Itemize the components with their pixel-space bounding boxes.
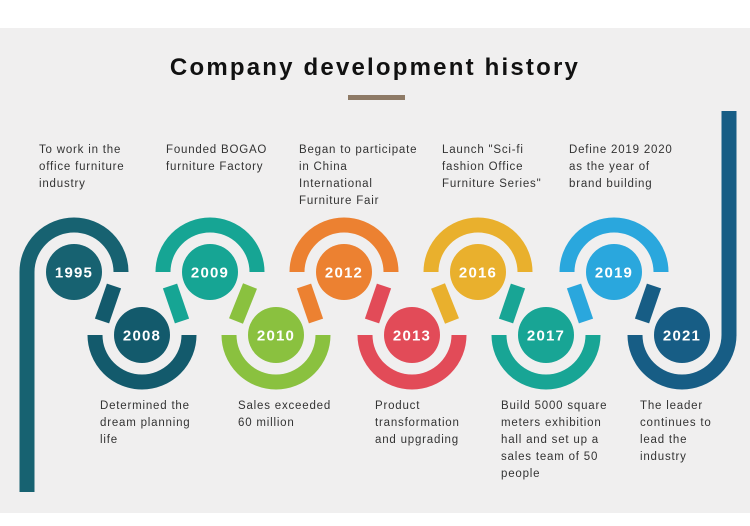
node-2016: 2016 bbox=[450, 244, 506, 300]
arc-2012 bbox=[289, 217, 399, 273]
title-underline bbox=[348, 95, 405, 100]
connector-2009-2010 bbox=[229, 283, 257, 324]
node-2017: 2017 bbox=[518, 307, 574, 363]
connector-2012-2013 bbox=[364, 283, 392, 324]
node-2009: 2009 bbox=[182, 244, 238, 300]
arc-2016 bbox=[423, 217, 533, 273]
milestone-text-2012: Began to participate in China Internatio… bbox=[299, 144, 418, 207]
milestone-text-2017: Build 5000 square meters exhibition hall… bbox=[501, 400, 608, 480]
year-label-2010: 2010 bbox=[257, 328, 295, 345]
arc-2021 bbox=[627, 334, 737, 390]
year-label-2013: 2013 bbox=[393, 328, 431, 345]
milestone-text-2008: Determined the dream planning life bbox=[100, 400, 191, 446]
milestone-text-2010: Sales exceeded 60 million bbox=[238, 400, 332, 429]
milestone-text-1995: To work in the office furniture industry bbox=[39, 144, 125, 190]
year-label-2009: 2009 bbox=[191, 265, 229, 282]
connector-2008-2009 bbox=[162, 283, 190, 324]
year-label-2017: 2017 bbox=[527, 328, 565, 345]
milestone-text-2021: The leader continues to lead the industr… bbox=[640, 400, 712, 463]
arc-2009 bbox=[155, 217, 265, 273]
connector-2016-2017 bbox=[498, 283, 526, 324]
node-1995: 1995 bbox=[46, 244, 102, 300]
node-2021: 2021 bbox=[654, 307, 710, 363]
year-label-1995: 1995 bbox=[55, 265, 93, 282]
connector-2019-2021 bbox=[634, 283, 662, 324]
year-label-2021: 2021 bbox=[663, 328, 701, 345]
arc-2013 bbox=[357, 334, 467, 390]
arc-1995 bbox=[19, 217, 129, 273]
arc-2010 bbox=[221, 334, 331, 390]
milestone-text-2013: Product transformation and upgrading bbox=[375, 400, 460, 446]
node-2010: 2010 bbox=[248, 307, 304, 363]
connector-2013-2016 bbox=[431, 283, 459, 324]
node-2013: 2013 bbox=[384, 307, 440, 363]
connector-2010-2012 bbox=[296, 283, 324, 324]
milestone-text-2019: Define 2019 2020 as the year of brand bu… bbox=[569, 144, 673, 190]
node-2008: 2008 bbox=[114, 307, 170, 363]
connector-2017-2019 bbox=[566, 283, 594, 324]
arc-2008 bbox=[87, 334, 197, 390]
arc-2017 bbox=[491, 334, 601, 390]
node-2012: 2012 bbox=[316, 244, 372, 300]
year-label-2016: 2016 bbox=[459, 265, 497, 282]
year-label-2019: 2019 bbox=[595, 265, 633, 282]
page-title: Company development history bbox=[169, 54, 581, 81]
arc-2019 bbox=[559, 217, 669, 273]
node-2019: 2019 bbox=[586, 244, 642, 300]
milestone-text-2009: Founded BOGAO furniture Factory bbox=[166, 144, 268, 173]
connector-1995-2008 bbox=[94, 283, 122, 324]
year-label-2012: 2012 bbox=[325, 265, 363, 282]
year-label-2008: 2008 bbox=[123, 328, 161, 345]
milestone-text-2016: Launch "Sci-fi fashion Office Furniture … bbox=[442, 144, 542, 190]
